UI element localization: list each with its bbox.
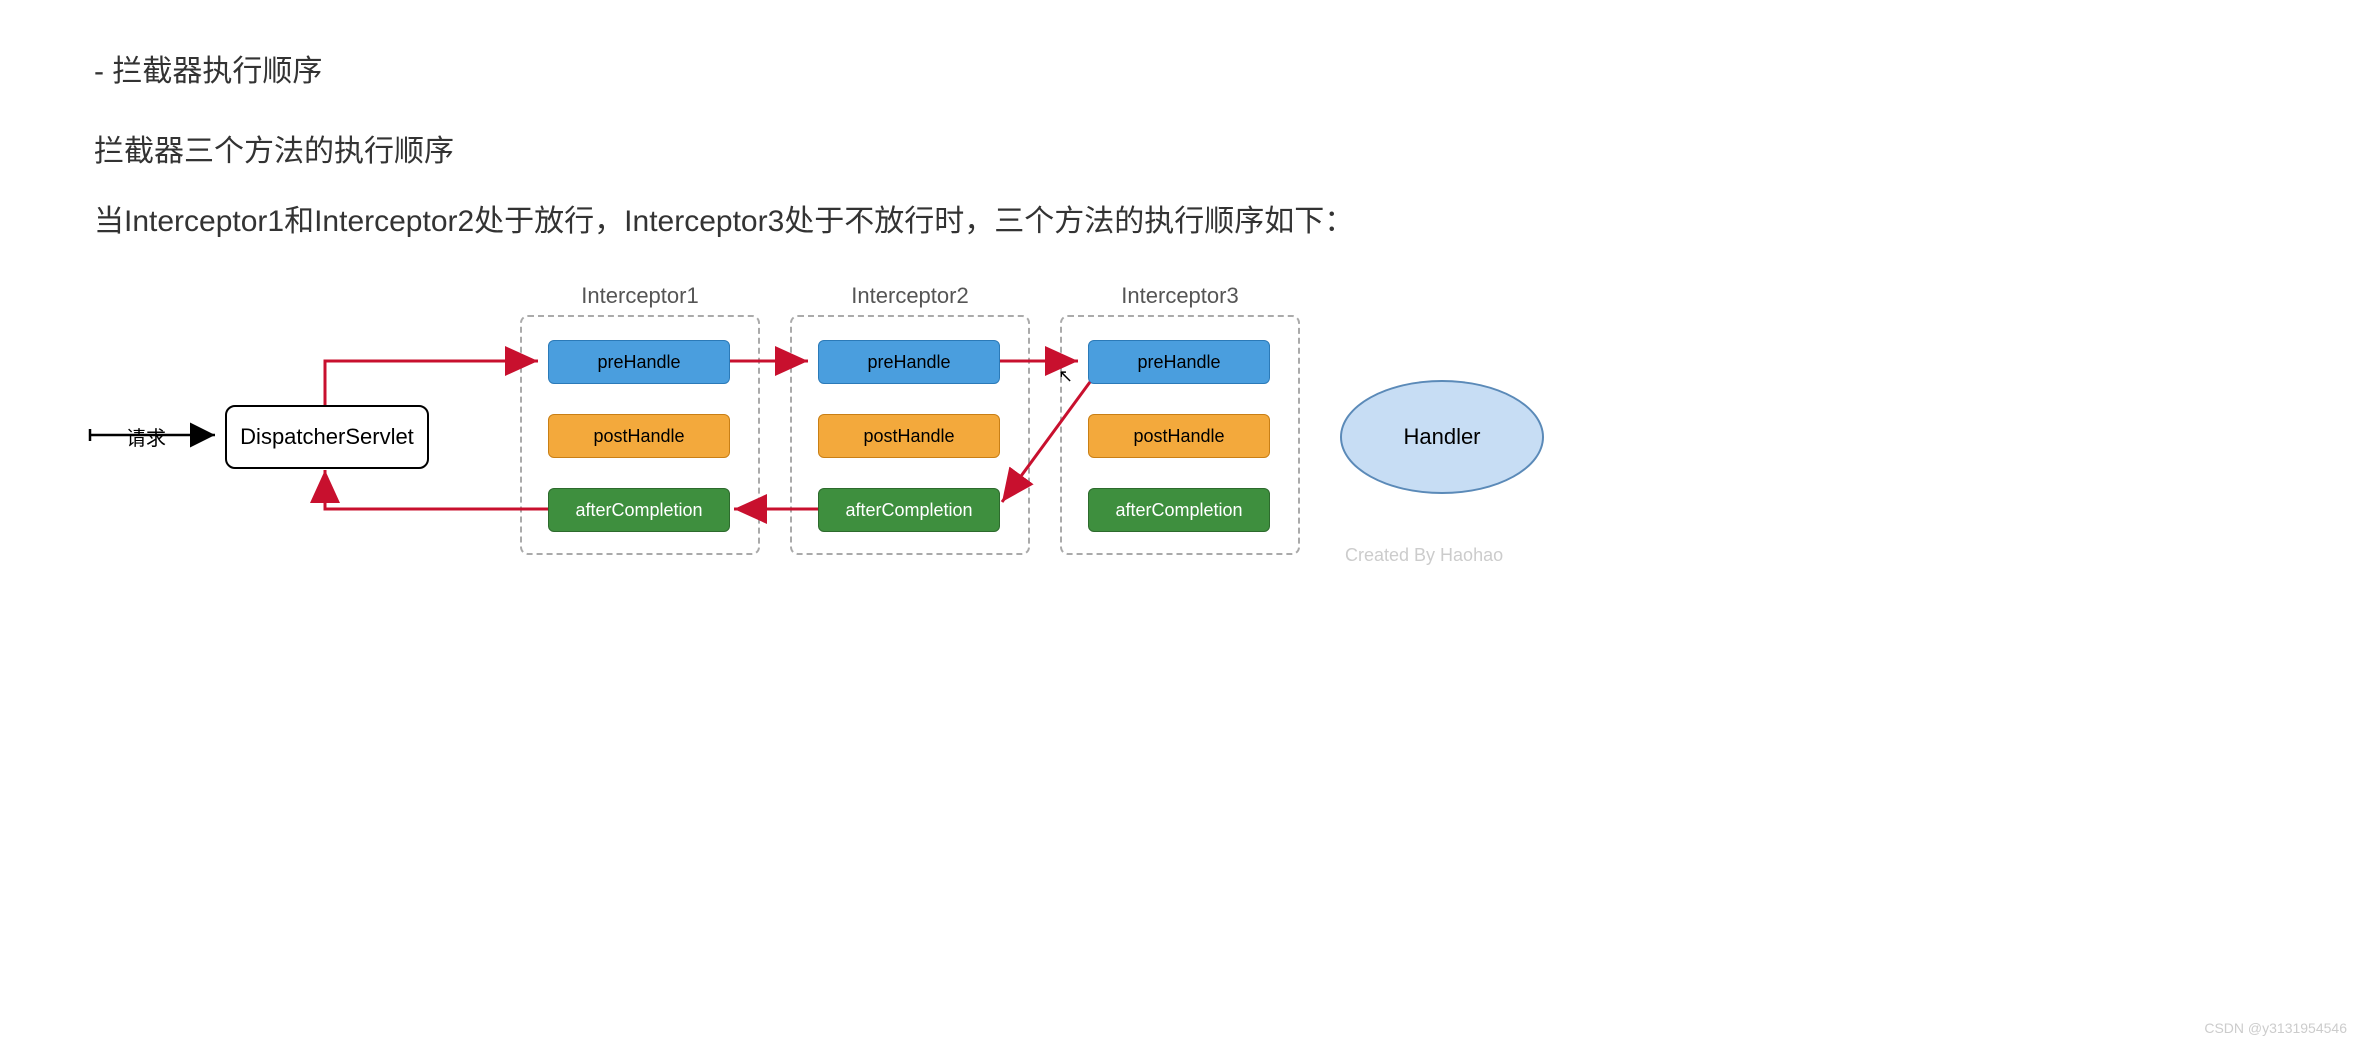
interceptor1-prehandle: preHandle (548, 340, 730, 384)
request-label: 请求 (126, 422, 166, 451)
watermark-csdn: CSDN @y3131954546 (2204, 1020, 2347, 1036)
interceptor3-posthandle: postHandle (1088, 414, 1270, 458)
interceptor2-aftercompletion: afterCompletion (818, 488, 1000, 532)
arrow-dispatch-to-pre1 (325, 361, 538, 405)
cursor-icon: ↖ (1058, 366, 1073, 387)
interceptor2-title: Interceptor2 (790, 283, 1030, 309)
watermark-created-by: Created By Haohao (1345, 545, 1503, 566)
interceptor-diagram: 请求 DispatcherServlet Interceptor1 preHan… (0, 0, 2359, 1044)
dispatcher-servlet-box: DispatcherServlet (225, 405, 429, 469)
interceptor1-aftercompletion: afterCompletion (548, 488, 730, 532)
interceptor3-title: Interceptor3 (1060, 283, 1300, 309)
interceptor2-posthandle: postHandle (818, 414, 1000, 458)
interceptor1-title: Interceptor1 (520, 283, 760, 309)
interceptor3-prehandle: preHandle (1088, 340, 1270, 384)
interceptor1-posthandle: postHandle (548, 414, 730, 458)
interceptor3-aftercompletion: afterCompletion (1088, 488, 1270, 532)
arrow-after1-to-dispatch (325, 470, 548, 509)
interceptor2-prehandle: preHandle (818, 340, 1000, 384)
handler-ellipse: Handler (1340, 380, 1544, 494)
